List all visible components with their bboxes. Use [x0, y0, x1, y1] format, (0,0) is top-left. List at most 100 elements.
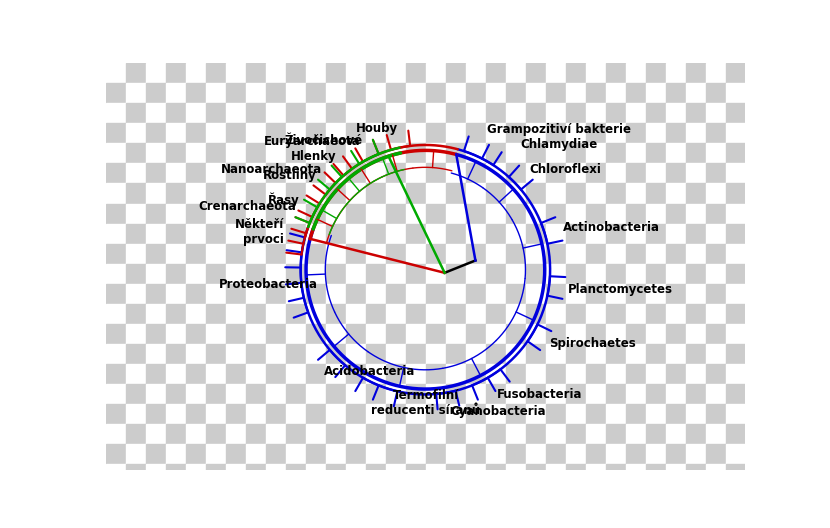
Bar: [486, 464, 506, 484]
Bar: [306, 444, 326, 464]
Bar: [326, 384, 346, 404]
Bar: [607, 63, 627, 83]
Bar: [326, 284, 346, 304]
Bar: [686, 464, 706, 484]
Bar: [466, 164, 486, 184]
Bar: [466, 144, 486, 164]
Bar: [746, 364, 766, 384]
Bar: [466, 243, 486, 263]
Bar: [306, 404, 326, 424]
Bar: [506, 63, 526, 83]
Bar: [326, 344, 346, 364]
Bar: [647, 144, 666, 164]
Bar: [726, 423, 746, 444]
Bar: [627, 83, 647, 103]
Bar: [666, 223, 686, 243]
Text: Hlenky: Hlenky: [291, 150, 337, 163]
Bar: [206, 284, 226, 304]
Bar: [546, 423, 566, 444]
Bar: [286, 103, 306, 124]
Bar: [666, 484, 686, 504]
Bar: [366, 184, 386, 203]
Bar: [166, 284, 186, 304]
Bar: [386, 423, 406, 444]
Bar: [346, 63, 366, 83]
Bar: [226, 83, 246, 103]
Bar: [647, 484, 666, 504]
Bar: [686, 63, 706, 83]
Bar: [706, 203, 726, 223]
Bar: [506, 103, 526, 124]
Bar: [726, 184, 746, 203]
Bar: [426, 124, 447, 144]
Bar: [286, 223, 306, 243]
Bar: [326, 263, 346, 284]
Bar: [126, 444, 146, 464]
Bar: [206, 364, 226, 384]
Bar: [586, 103, 607, 124]
Bar: [286, 263, 306, 284]
Bar: [586, 83, 607, 103]
Bar: [106, 124, 126, 144]
Bar: [607, 243, 627, 263]
Bar: [486, 324, 506, 344]
Bar: [246, 404, 266, 424]
Bar: [226, 203, 246, 223]
Bar: [706, 423, 726, 444]
Bar: [466, 284, 486, 304]
Bar: [466, 464, 486, 484]
Text: Spirochaetes: Spirochaetes: [549, 337, 636, 351]
Bar: [706, 344, 726, 364]
Bar: [566, 263, 586, 284]
Bar: [746, 444, 766, 464]
Bar: [146, 124, 166, 144]
Bar: [666, 464, 686, 484]
Bar: [306, 203, 326, 223]
Bar: [447, 444, 466, 464]
Bar: [266, 324, 286, 344]
Bar: [706, 284, 726, 304]
Bar: [146, 223, 166, 243]
Bar: [566, 243, 586, 263]
Bar: [666, 144, 686, 164]
Bar: [607, 263, 627, 284]
Text: Houby: Houby: [356, 122, 398, 135]
Bar: [226, 324, 246, 344]
Bar: [106, 423, 126, 444]
Bar: [226, 484, 246, 504]
Bar: [166, 103, 186, 124]
Bar: [386, 284, 406, 304]
Bar: [426, 464, 447, 484]
Bar: [546, 404, 566, 424]
Bar: [266, 304, 286, 324]
Bar: [686, 203, 706, 223]
Bar: [406, 444, 426, 464]
Bar: [666, 344, 686, 364]
Bar: [526, 344, 546, 364]
Bar: [226, 223, 246, 243]
Bar: [426, 243, 447, 263]
Bar: [206, 344, 226, 364]
Bar: [746, 124, 766, 144]
Bar: [586, 184, 607, 203]
Bar: [726, 243, 746, 263]
Bar: [627, 184, 647, 203]
Bar: [546, 344, 566, 364]
Bar: [586, 243, 607, 263]
Bar: [386, 364, 406, 384]
Bar: [226, 184, 246, 203]
Bar: [186, 484, 206, 504]
Bar: [106, 243, 126, 263]
Bar: [706, 83, 726, 103]
Bar: [466, 184, 486, 203]
Bar: [526, 444, 546, 464]
Bar: [106, 464, 126, 484]
Bar: [146, 324, 166, 344]
Bar: [126, 263, 146, 284]
Bar: [426, 83, 447, 103]
Bar: [627, 223, 647, 243]
Text: Někteří
prvoci: Někteří prvoci: [235, 218, 284, 246]
Bar: [506, 203, 526, 223]
Bar: [406, 243, 426, 263]
Bar: [366, 103, 386, 124]
